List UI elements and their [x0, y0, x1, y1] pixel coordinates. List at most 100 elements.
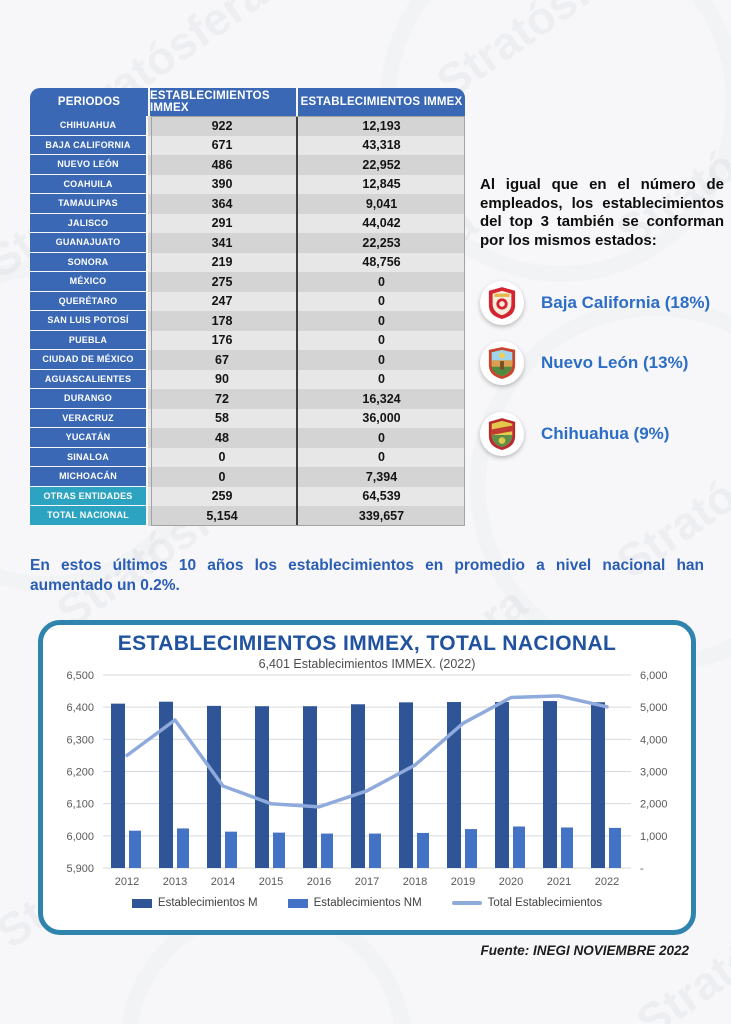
- right-axis-tick-label: 4,000: [640, 734, 668, 746]
- state-item: Nuevo León (13%): [480, 341, 724, 386]
- row-value-empleados: 0: [296, 350, 465, 370]
- row-value-empleados: 36,000: [296, 408, 465, 428]
- row-value-establecimientos: 341: [148, 233, 296, 253]
- table-row: SINALOA 0 0: [30, 447, 465, 467]
- table-row: JALISCO 291 44,042: [30, 213, 465, 233]
- row-value-establecimientos: 390: [148, 174, 296, 194]
- right-axis-tick-label: 5,000: [640, 702, 668, 714]
- row-label: SINALOA: [30, 447, 148, 467]
- legend-swatch: [451, 901, 482, 905]
- table-header-row: PERIODOS ESTABLECIMIENTOS IMMEX ESTABLEC…: [30, 88, 465, 116]
- bar-establecimientos-nm: [561, 827, 573, 868]
- table-row: TOTAL NACIONAL 5,154 339,657: [30, 506, 465, 526]
- left-axis-tick-label: 6,400: [66, 702, 94, 714]
- row-value-empleados: 16,324: [296, 389, 465, 409]
- row-value-establecimientos: 259: [148, 486, 296, 506]
- row-value-establecimientos: 275: [148, 272, 296, 292]
- x-axis-year-label: 2012: [115, 876, 139, 888]
- table-body: CHIHUAHUA 922 12,193 BAJA CALIFORNIA 671 43,3…: [30, 116, 465, 526]
- row-value-empleados: 22,253: [296, 233, 465, 253]
- row-value-establecimientos: 176: [148, 330, 296, 350]
- state-item: Chihuahua (9%): [480, 412, 724, 457]
- bar-establecimientos-nm: [609, 827, 621, 868]
- row-value-empleados: 0: [296, 330, 465, 350]
- left-axis-tick-label: 6,100: [66, 799, 94, 811]
- legend-swatch: [287, 898, 308, 908]
- top3-states-list: Baja California (18%) Nuevo León (13%) Chi…: [480, 281, 724, 457]
- bar-establecimientos-m: [303, 706, 317, 868]
- right-axis-tick-label: 2,000: [640, 799, 668, 811]
- chart-title: ESTABLECIMIENTOS IMMEX, TOTAL NACIONAL: [117, 632, 617, 655]
- bar-establecimientos-m: [207, 705, 221, 868]
- bar-establecimientos-nm: [369, 833, 381, 868]
- table-row: MÉXICO 275 0: [30, 272, 465, 292]
- bar-establecimientos-m: [111, 703, 125, 868]
- state-label: Chihuahua (9%): [541, 424, 670, 444]
- row-value-empleados: 0: [296, 311, 465, 331]
- row-label: VERACRUZ: [30, 408, 148, 428]
- x-axis-year-label: 2021: [547, 876, 571, 888]
- row-value-empleados: 9,041: [296, 194, 465, 214]
- side-note: Al igual que en el número de empleados, …: [480, 176, 724, 457]
- left-axis-tick-label: 6,200: [66, 767, 94, 779]
- row-label: SAN LUIS POTOSÍ: [30, 311, 148, 331]
- source-note: Fuente: INEGI NOVIEMBRE 2022: [480, 943, 689, 958]
- x-axis-year-label: 2022: [595, 876, 619, 888]
- baja-california-crest-icon: [480, 281, 524, 326]
- row-value-empleados: 0: [296, 447, 465, 467]
- chart-subtitle: 6,401 Establecimientos IMMEX. (2022): [258, 657, 476, 671]
- bar-establecimientos-nm: [177, 828, 189, 868]
- row-value-establecimientos: 48: [148, 428, 296, 448]
- chihuahua-crest-icon: [480, 412, 524, 457]
- x-axis-year-label: 2014: [211, 876, 235, 888]
- table-row: CIUDAD DE MÉXICO 67 0: [30, 350, 465, 370]
- row-label: MÉXICO: [30, 272, 148, 292]
- right-axis-tick-label: 1,000: [640, 831, 668, 843]
- row-label: YUCATÁN: [30, 428, 148, 448]
- row-value-empleados: 12,193: [296, 116, 465, 136]
- x-axis-year-label: 2016: [307, 876, 331, 888]
- row-value-establecimientos: 72: [148, 389, 296, 409]
- state-label: Nuevo León (13%): [541, 353, 689, 373]
- legend-label: Total Establecimientos: [487, 897, 603, 909]
- bar-establecimientos-m: [351, 704, 365, 868]
- row-value-empleados: 7,394: [296, 467, 465, 487]
- left-axis-tick-label: 5,900: [66, 863, 94, 875]
- row-label: COAHUILA: [30, 174, 148, 194]
- row-value-empleados: 0: [296, 369, 465, 389]
- header-cell-establecimientos-immex-2: ESTABLECIMIENTOS IMMEX: [296, 88, 465, 116]
- table-row: AGUASCALIENTES 90 0: [30, 369, 465, 389]
- row-value-establecimientos: 922: [148, 116, 296, 136]
- nuevo-leon-crest-icon: [480, 341, 524, 386]
- row-value-establecimientos: 364: [148, 194, 296, 214]
- x-axis-year-label: 2018: [403, 876, 427, 888]
- row-value-empleados: 44,042: [296, 213, 465, 233]
- x-axis-year-label: 2017: [355, 876, 379, 888]
- bar-establecimientos-nm: [465, 829, 477, 868]
- row-value-empleados: 64,539: [296, 486, 465, 506]
- bar-establecimientos-nm: [273, 832, 285, 868]
- table-row: SAN LUIS POTOSÍ 178 0: [30, 311, 465, 331]
- row-label: AGUASCALIENTES: [30, 369, 148, 389]
- bar-establecimientos-nm: [513, 826, 525, 868]
- table-row: COAHUILA 390 12,845: [30, 174, 465, 194]
- table-row: TAMAULIPAS 364 9,041: [30, 194, 465, 214]
- table-row: MICHOACÁN 0 7,394: [30, 467, 465, 487]
- legend-item: Establecimientos M: [131, 897, 258, 909]
- bar-establecimientos-m: [159, 701, 173, 868]
- row-value-empleados: 0: [296, 291, 465, 311]
- row-label: TOTAL NACIONAL: [30, 506, 148, 526]
- row-value-establecimientos: 247: [148, 291, 296, 311]
- legend-label: Establecimientos M: [157, 897, 258, 909]
- bar-establecimientos-m: [495, 702, 509, 868]
- table-row: NUEVO LEÓN 486 22,952: [30, 155, 465, 175]
- row-value-empleados: 339,657: [296, 506, 465, 526]
- x-axis-year-label: 2019: [451, 876, 475, 888]
- table-row: GUANAJUATO 341 22,253: [30, 233, 465, 253]
- row-label: SONORA: [30, 252, 148, 272]
- summary-text: En estos últimos 10 años los establecimi…: [30, 557, 704, 595]
- row-label: BAJA CALIFORNIA: [30, 135, 148, 155]
- table-row: QUERÉTARO 247 0: [30, 291, 465, 311]
- chart-card: ESTABLECIMIENTOS IMMEX, TOTAL NACIONAL 6…: [38, 620, 696, 935]
